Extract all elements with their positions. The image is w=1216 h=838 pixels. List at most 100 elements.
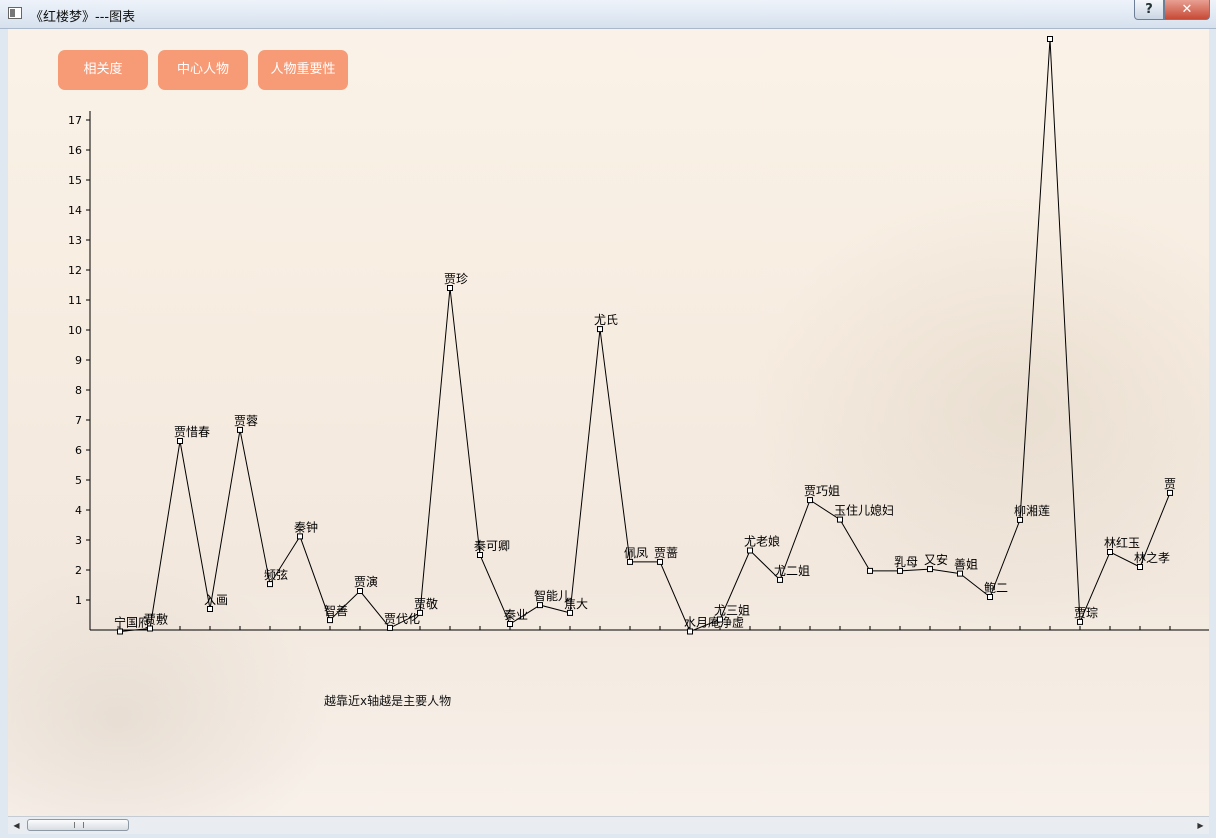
y-tick-label: 3 bbox=[75, 534, 82, 547]
data-point bbox=[1137, 564, 1143, 570]
data-point bbox=[417, 609, 423, 616]
y-tick-label: 17 bbox=[68, 114, 82, 127]
data-point bbox=[147, 625, 153, 632]
y-tick-label: 4 bbox=[75, 504, 82, 517]
point-label: 贾 bbox=[1164, 477, 1176, 491]
point-label: 贾蔷 bbox=[654, 546, 678, 560]
point-label: 贾珍 bbox=[444, 272, 468, 286]
data-point bbox=[627, 558, 633, 565]
point-label: 频弦 bbox=[264, 567, 288, 582]
point-label: 林之孝 bbox=[1134, 551, 1170, 565]
central-figure-button[interactable]: 中心人物 bbox=[158, 50, 248, 90]
series-line bbox=[119, 38, 1171, 633]
data-point bbox=[837, 516, 843, 523]
horizontal-scrollbar[interactable]: ◀ ▶ bbox=[8, 816, 1209, 834]
data-point bbox=[687, 628, 693, 635]
point-label: 鲍二 bbox=[984, 581, 1008, 595]
point-label: 柳湘莲 bbox=[1014, 503, 1050, 518]
point-label: 秦钟 bbox=[294, 519, 318, 534]
data-point bbox=[867, 567, 873, 574]
y-tick-label: 9 bbox=[75, 354, 82, 367]
line-chart: 1234567891011121314151617宁国府贾敷贾惜春入画贾蓉频弦秦… bbox=[68, 36, 1209, 635]
data-point bbox=[957, 570, 963, 577]
character-importance-button[interactable]: 人物重要性 bbox=[258, 50, 348, 90]
point-label: 秦可卿 bbox=[474, 539, 510, 553]
point-label: 善姐 bbox=[954, 557, 978, 572]
y-tick-label: 8 bbox=[75, 384, 82, 397]
point-label: 贾琮 bbox=[1074, 606, 1098, 620]
point-label: 贾代化 bbox=[384, 612, 420, 626]
scrollbar-thumb[interactable] bbox=[27, 819, 129, 831]
data-point bbox=[747, 547, 753, 554]
point-label: 林红玉 bbox=[1104, 535, 1140, 550]
point-label: 佩凤 bbox=[624, 546, 648, 560]
data-point bbox=[1047, 36, 1053, 42]
point-label: 宁国府 bbox=[114, 615, 150, 630]
point-label: 又安 bbox=[924, 552, 948, 567]
point-label: 入画 bbox=[204, 593, 228, 607]
y-tick-label: 2 bbox=[75, 564, 82, 577]
data-point bbox=[777, 576, 783, 583]
y-tick-label: 6 bbox=[75, 444, 82, 457]
data-point bbox=[387, 624, 393, 631]
help-button[interactable]: ? bbox=[1134, 0, 1164, 20]
point-label: 贾演 bbox=[354, 574, 378, 589]
data-point bbox=[897, 567, 903, 574]
title-bar: 《红楼梦》---图表 ? ✕ bbox=[0, 0, 1216, 29]
point-label: 尤三姐 bbox=[714, 604, 750, 618]
data-point bbox=[717, 616, 723, 623]
data-point bbox=[297, 533, 303, 540]
data-point bbox=[1017, 516, 1023, 523]
y-tick-label: 10 bbox=[68, 324, 82, 337]
point-label: 玉住儿媳妇 bbox=[834, 503, 894, 518]
data-point bbox=[327, 617, 333, 624]
data-point bbox=[267, 581, 273, 588]
point-label: 贾巧姐 bbox=[804, 484, 840, 498]
data-point bbox=[477, 552, 483, 558]
y-tick-label: 15 bbox=[68, 174, 82, 187]
point-label: 智能儿 bbox=[534, 588, 570, 603]
data-point bbox=[597, 326, 603, 333]
left-arrow-icon[interactable]: ◀ bbox=[13, 821, 20, 830]
y-tick-label: 14 bbox=[68, 204, 82, 217]
data-point bbox=[807, 497, 813, 504]
data-point bbox=[237, 426, 243, 433]
point-label: 贾惜春 bbox=[174, 425, 210, 439]
point-label: 水月庵净虚 bbox=[684, 615, 744, 630]
y-tick-label: 16 bbox=[68, 144, 82, 157]
data-point bbox=[1107, 549, 1113, 555]
point-label: 智善 bbox=[324, 603, 348, 618]
relevance-button[interactable]: 相关度 bbox=[58, 50, 148, 90]
data-point bbox=[927, 566, 933, 573]
right-arrow-icon[interactable]: ▶ bbox=[1197, 821, 1204, 830]
data-point bbox=[177, 438, 183, 444]
data-point bbox=[207, 606, 213, 612]
point-label: 秦业 bbox=[504, 608, 528, 622]
point-label: 贾敬 bbox=[414, 597, 438, 611]
window-title: 《红楼梦》---图表 bbox=[30, 10, 136, 25]
point-label: 乳母 bbox=[894, 555, 918, 569]
chart-area: 1 2 3 4 5 6 7 8 9 10 11 12 13 14 15 16 17 宁国府 贾敷 贾惜春 入画 贾蓉 频弦秦… bbox=[8, 29, 1209, 816]
data-point bbox=[1167, 489, 1173, 496]
data-point bbox=[567, 609, 573, 616]
point-label: 贾敷 bbox=[144, 612, 168, 627]
chart-note: 越靠近x轴越是主要人物 bbox=[324, 694, 452, 708]
point-label: 尤老娘 bbox=[744, 534, 780, 549]
data-point bbox=[357, 588, 363, 594]
y-tick-label: 11 bbox=[68, 294, 82, 307]
point-label: 贾蓉 bbox=[234, 414, 258, 428]
point-label: 焦大 bbox=[564, 597, 588, 611]
data-point bbox=[1077, 618, 1083, 625]
point-label: 尤氏 bbox=[594, 313, 618, 327]
close-button[interactable]: ✕ bbox=[1164, 0, 1210, 20]
data-point bbox=[117, 628, 123, 635]
y-tick-label: 1 bbox=[75, 594, 82, 607]
data-point bbox=[657, 558, 663, 565]
y-tick-label: 7 bbox=[75, 414, 82, 427]
data-point bbox=[507, 621, 513, 627]
point-label: 尤二姐 bbox=[774, 564, 810, 578]
data-point bbox=[537, 602, 543, 609]
data-point bbox=[447, 285, 453, 291]
y-tick-label: 5 bbox=[75, 474, 82, 487]
data-point bbox=[987, 594, 993, 600]
